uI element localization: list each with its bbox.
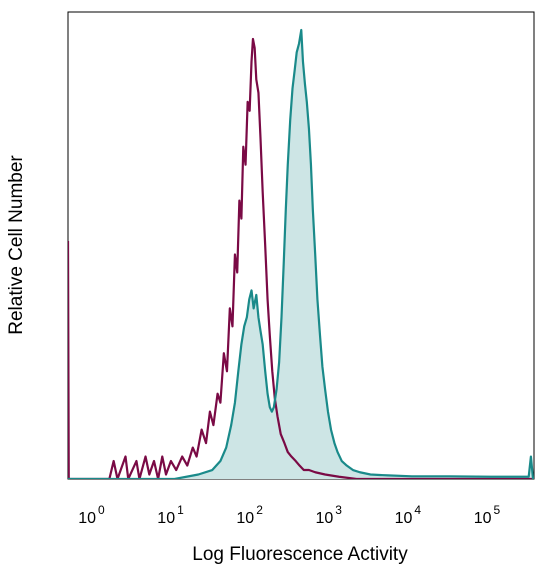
x-tick-exponent: 0 — [98, 503, 105, 517]
x-tick-label-2: 10 2 — [236, 503, 263, 527]
x-tick-exponent: 4 — [414, 503, 421, 517]
x-tick-label-3: 10 3 — [316, 503, 343, 527]
x-tick-label-5: 10 5 — [474, 503, 501, 527]
x-axis-label: Log Fluorescence Activity — [192, 544, 408, 565]
y-axis-label: Relative Cell Number — [6, 155, 27, 335]
x-tick-base: 10 — [78, 510, 96, 527]
x-tick-base: 10 — [474, 510, 492, 527]
series-1-area — [68, 30, 533, 479]
x-tick-base: 10 — [316, 510, 334, 527]
x-tick-label-0: 10 0 — [78, 503, 105, 527]
x-tick-base: 10 — [395, 510, 413, 527]
x-tick-label-1: 10 1 — [157, 503, 184, 527]
x-tick-base: 10 — [157, 510, 175, 527]
x-tick-label-4: 10 4 — [395, 503, 422, 527]
series-0-line — [68, 37, 534, 479]
x-tick-exponent: 5 — [494, 503, 501, 517]
x-tick-exponent: 2 — [256, 503, 263, 517]
series-1-line — [68, 28, 534, 479]
x-tick-base: 10 — [236, 510, 254, 527]
x-tick-exponent: 1 — [177, 503, 184, 517]
x-tick-exponent: 3 — [335, 503, 342, 517]
series-layer — [68, 28, 534, 479]
x-tick-labels: 10 0 10 1 10 2 10 3 10 4 10 5 — [78, 503, 500, 527]
